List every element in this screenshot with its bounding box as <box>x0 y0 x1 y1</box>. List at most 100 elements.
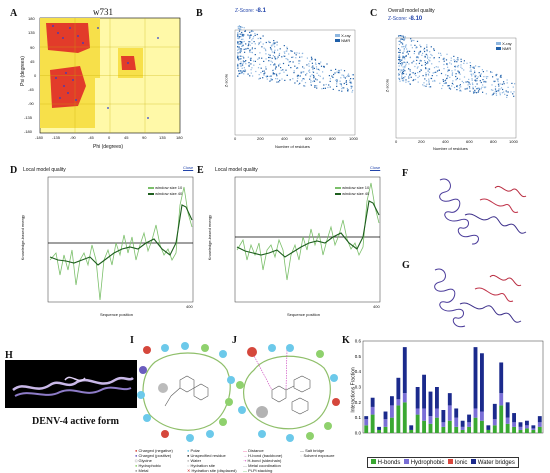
zscore-point <box>450 57 452 59</box>
zscore-point <box>486 70 488 72</box>
zscore-point <box>322 78 324 80</box>
zscore-point <box>494 88 497 90</box>
zscore-point <box>415 75 417 77</box>
rama-ytick-8: -180 <box>24 129 33 134</box>
zscore-point <box>237 75 239 77</box>
zscore-point <box>315 62 317 64</box>
zscore-point <box>242 44 244 46</box>
zscore-point <box>496 78 498 80</box>
denv4-structure-image <box>5 360 137 408</box>
zscore-point <box>288 61 290 63</box>
zscore-point <box>315 78 317 80</box>
k-bar-water-bridges <box>422 374 426 409</box>
zscore-point <box>274 64 276 66</box>
zscore-point <box>265 50 267 52</box>
zscore-b-xtick-3: 600 <box>305 136 312 141</box>
zscore-point <box>497 79 499 81</box>
zscore-point <box>242 70 244 72</box>
zscore-point <box>510 91 512 93</box>
zscore-point <box>472 86 474 88</box>
zscore-point <box>418 53 420 55</box>
local-quality-panel-d: Local model quality Close window size 10… <box>18 165 198 320</box>
zscore-point <box>468 78 470 80</box>
zscore-point <box>447 70 449 73</box>
k-ytick: 0.4 <box>355 369 362 374</box>
zscore-point <box>292 56 294 58</box>
zscore-point <box>419 51 421 53</box>
zscore-point <box>274 46 276 48</box>
zscore-point <box>474 74 476 76</box>
k-bar-h-bonds <box>428 423 433 433</box>
zscore-point <box>463 69 465 71</box>
legend-col2: ● Polar ● Unspecified residue ● Water ○ … <box>187 448 237 473</box>
zscore-point <box>241 42 243 44</box>
k-bar-hydrophobic <box>531 428 536 430</box>
zscore-point <box>450 63 452 65</box>
zscore-point <box>460 64 462 66</box>
zscore-point <box>254 47 256 50</box>
zscore-b-xtick-1: 200 <box>257 136 264 141</box>
zscore-point <box>249 36 251 38</box>
zscore-point <box>460 66 462 68</box>
k-ytick: 0.2 <box>355 400 362 405</box>
zscore-point <box>427 70 429 72</box>
zscore-point <box>274 49 276 51</box>
zscore-point <box>245 60 247 62</box>
zscore-point <box>476 77 478 80</box>
zscore-point <box>280 69 282 71</box>
zscore-point <box>312 65 314 67</box>
zscore-point <box>474 86 477 88</box>
zscore-point <box>314 59 317 61</box>
zscore-point <box>238 46 240 48</box>
rama-xtick-6: 90 <box>142 135 147 140</box>
zscore-point <box>448 85 450 87</box>
zscore-point <box>258 43 260 46</box>
zscore-point <box>339 83 341 85</box>
k-bar-h-bonds <box>441 426 446 433</box>
zscore-point <box>330 69 332 71</box>
zscore-point <box>320 65 323 67</box>
zscore-point <box>247 47 249 50</box>
zscore-point <box>491 71 493 73</box>
zscore-point <box>243 48 245 50</box>
zscore-point <box>401 59 403 61</box>
zscore-point <box>268 53 270 56</box>
zscore-point <box>445 79 447 81</box>
zscore-point <box>343 70 346 72</box>
zscore-point <box>313 74 315 77</box>
ligand-interaction-j <box>236 344 340 442</box>
zscore-point <box>293 70 295 72</box>
zscore-point <box>450 59 452 62</box>
zscore-point <box>242 38 244 40</box>
zscore-point <box>469 87 471 89</box>
zscore-point <box>343 82 345 85</box>
zscore-point <box>463 62 465 64</box>
zscore-point <box>284 52 286 54</box>
zscore-point <box>409 69 411 71</box>
zscore-point <box>309 71 311 73</box>
zscore-point <box>480 81 482 84</box>
zscore-point <box>247 34 250 37</box>
zscore-point <box>239 63 241 65</box>
zscore-point <box>433 71 435 74</box>
zscore-point <box>426 83 428 85</box>
zscore-point <box>436 75 438 77</box>
zscore-point <box>435 71 437 73</box>
zscore-point <box>303 85 305 87</box>
zscore-point <box>454 69 456 71</box>
zscore-point <box>472 83 474 86</box>
zscore-c-xtick-4: 800 <box>490 139 497 144</box>
zscore-point <box>404 70 406 72</box>
zscore-point <box>407 50 409 52</box>
zscore-point <box>341 90 343 92</box>
zscore-point <box>299 82 301 84</box>
zscore-point <box>405 63 407 65</box>
zscore-point <box>413 79 415 81</box>
zscore-point <box>306 64 308 66</box>
zscore-point <box>315 63 317 66</box>
panel-label-f: F <box>402 168 409 179</box>
zscore-point <box>408 68 410 70</box>
zscore-point <box>237 59 240 61</box>
zscore-point <box>470 66 472 68</box>
zscore-point <box>332 88 334 90</box>
